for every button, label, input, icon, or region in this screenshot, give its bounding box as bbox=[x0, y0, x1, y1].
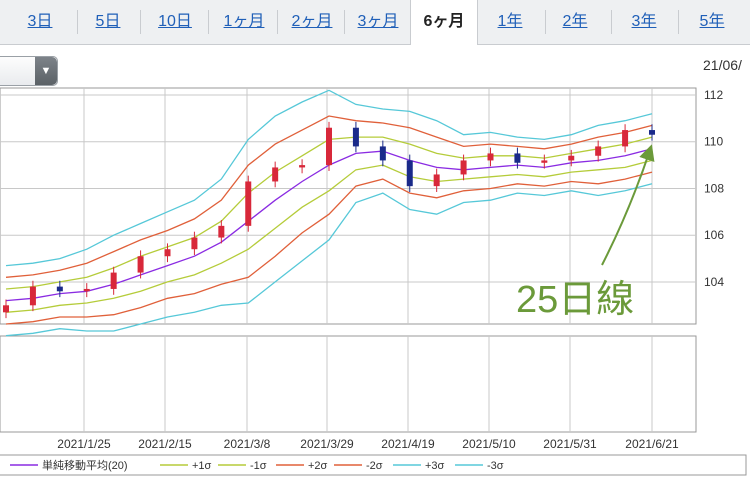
candle-body bbox=[379, 146, 386, 161]
candle-body bbox=[299, 165, 306, 168]
y-tick-label: 104 bbox=[704, 275, 724, 289]
candle-body bbox=[218, 225, 225, 238]
series-line-+2σ bbox=[5, 115, 653, 278]
x-tick-label: 2021/6/21 bbox=[625, 437, 679, 451]
candle-body bbox=[326, 127, 332, 166]
legend-label: -2σ bbox=[366, 460, 383, 472]
tab-separator bbox=[344, 10, 345, 34]
x-tick-label: 2021/1/25 bbox=[57, 437, 111, 451]
candle-body bbox=[541, 160, 548, 163]
tab-10-days[interactable]: 10日 bbox=[158, 13, 192, 30]
x-tick-label: 2021/3/8 bbox=[224, 437, 271, 451]
y-tick-label: 108 bbox=[704, 181, 724, 195]
indicator-select[interactable]: ▼ bbox=[0, 56, 58, 86]
plot-grid bbox=[0, 87, 697, 433]
tab-3-days[interactable]: 3日 bbox=[27, 13, 53, 30]
legend-label: +1σ bbox=[192, 460, 212, 472]
tab-5-days[interactable]: 5日 bbox=[95, 13, 121, 30]
legend-box bbox=[0, 454, 747, 476]
candle-body bbox=[460, 160, 467, 175]
candle-body bbox=[568, 155, 575, 161]
legend: 単純移動平均(20) +1σ -1σ +2σ -2σ +3σ -3σ bbox=[0, 454, 747, 476]
candle-body bbox=[622, 130, 629, 147]
candle-body bbox=[191, 237, 198, 250]
y-tick-label: 110 bbox=[704, 135, 723, 149]
candle-body bbox=[406, 160, 413, 187]
tab-5-years[interactable]: 5年 bbox=[699, 13, 725, 30]
series-line--3σ bbox=[5, 183, 653, 337]
tab-separator bbox=[77, 10, 78, 34]
candle-body bbox=[56, 286, 63, 292]
x-tick-label: 2021/2/15 bbox=[138, 437, 192, 451]
candle-body bbox=[272, 167, 279, 182]
candle-body bbox=[164, 249, 171, 257]
candle-body bbox=[514, 153, 521, 163]
candle-body bbox=[433, 174, 440, 187]
tab-separator bbox=[545, 10, 546, 34]
candle-body bbox=[649, 130, 655, 135]
candles bbox=[3, 121, 655, 319]
series-line--1σ bbox=[5, 159, 653, 313]
x-tick-label: 2021/5/31 bbox=[543, 437, 597, 451]
tab-separator bbox=[611, 10, 612, 34]
series-line-+3σ bbox=[5, 89, 653, 267]
candle-body bbox=[3, 305, 9, 313]
tab-separator bbox=[277, 10, 278, 34]
x-tick-label: 2021/5/10 bbox=[462, 437, 516, 451]
candle-body bbox=[487, 153, 494, 161]
x-tick-label: 2021/3/29 bbox=[300, 437, 354, 451]
x-axis-ticks: 2021/1/25 2021/2/15 2021/3/8 2021/3/29 2021/… bbox=[57, 437, 679, 451]
legend-label: -1σ bbox=[250, 460, 267, 472]
date-label: 21/06/ bbox=[703, 57, 742, 73]
sub-panel-frame bbox=[0, 335, 697, 433]
candle-body bbox=[245, 181, 252, 226]
tab-1-year[interactable]: 1年 bbox=[497, 13, 523, 30]
candle-body bbox=[595, 146, 602, 156]
annotation-25-day-line: 25日線 bbox=[516, 279, 634, 321]
legend-label: +2σ bbox=[308, 460, 328, 472]
tab-3-years[interactable]: 3年 bbox=[631, 13, 657, 30]
tab-3-months[interactable]: 3ヶ月 bbox=[357, 13, 399, 30]
tab-separator bbox=[208, 10, 209, 34]
candle-body bbox=[137, 256, 144, 273]
tab-2-months[interactable]: 2ヶ月 bbox=[291, 13, 333, 30]
series-line--2σ bbox=[5, 171, 653, 325]
tab-separator bbox=[140, 10, 141, 34]
tab-6-months[interactable]: 6ヶ月 bbox=[410, 0, 478, 45]
candle-body bbox=[352, 127, 359, 147]
annotation-arrow bbox=[601, 144, 655, 266]
candle-body bbox=[110, 272, 117, 289]
period-tab-bar: 3日 5日 10日 1ヶ月 2ヶ月 3ヶ月 6ヶ月 1年 2年 3年 5年 bbox=[0, 0, 750, 45]
candle-body bbox=[83, 288, 90, 292]
legend-label: 単純移動平均(20) bbox=[42, 458, 128, 472]
legend-label: -3σ bbox=[487, 460, 504, 472]
tab-1-month[interactable]: 1ヶ月 bbox=[223, 13, 265, 30]
chevron-down-icon[interactable]: ▼ bbox=[35, 57, 57, 85]
x-tick-label: 2021/4/19 bbox=[381, 437, 435, 451]
y-tick-label: 106 bbox=[704, 228, 724, 242]
legend-label: +3σ bbox=[425, 460, 445, 472]
y-tick-label: 112 bbox=[704, 88, 723, 102]
y-axis-ticks: 104 106 108 110 112 bbox=[704, 88, 724, 289]
tab-separator bbox=[678, 10, 679, 34]
candle-body bbox=[29, 286, 36, 306]
tab-2-years[interactable]: 2年 bbox=[562, 13, 588, 30]
